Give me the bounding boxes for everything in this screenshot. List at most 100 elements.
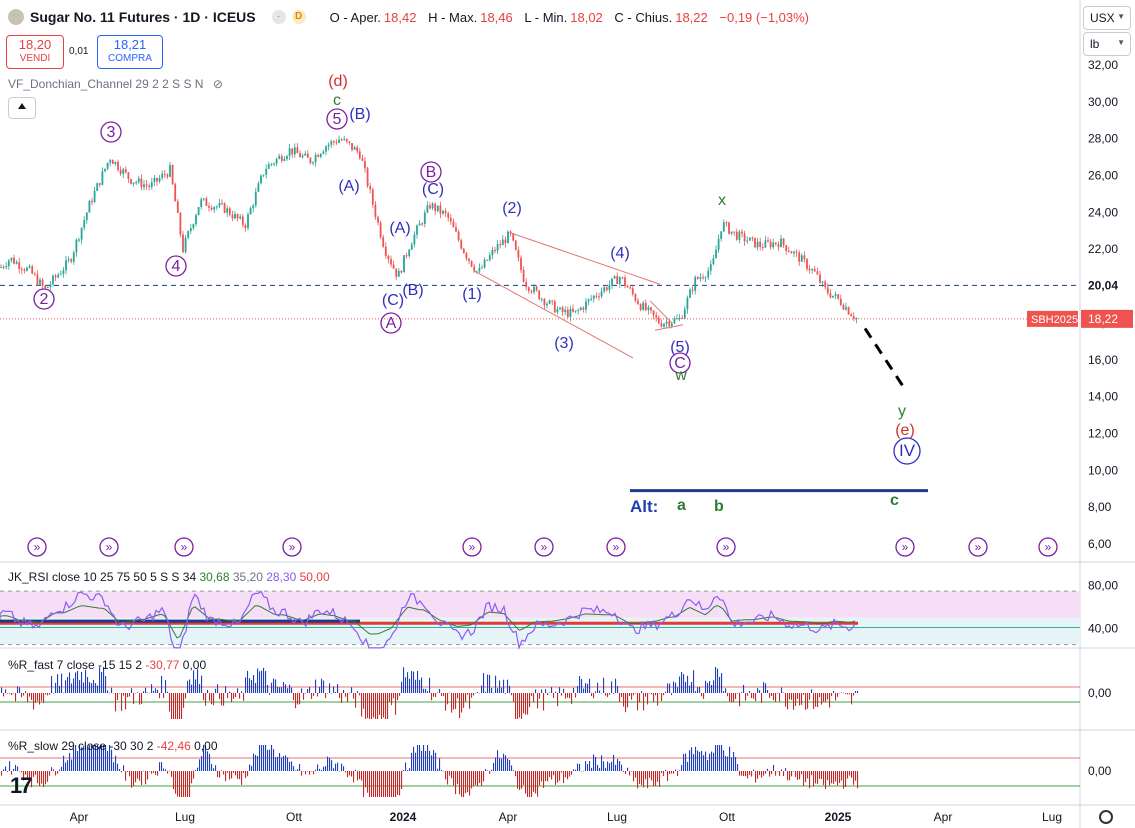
wave-label: (3) bbox=[554, 335, 574, 352]
rslow-bar bbox=[787, 771, 789, 781]
rfast-bar bbox=[261, 670, 263, 693]
rsi-name: JK_RSI close 10 25 75 50 5 S S 34 bbox=[8, 570, 197, 584]
rsi-v1: 30,68 bbox=[199, 570, 230, 584]
candle-body bbox=[704, 277, 707, 279]
rslow-bar bbox=[599, 767, 601, 771]
rslow-bar bbox=[541, 771, 543, 782]
rfast-bar bbox=[171, 693, 173, 719]
candle-body bbox=[605, 287, 608, 290]
rslow-bar bbox=[327, 756, 329, 771]
rslow-bar bbox=[85, 745, 87, 771]
candle-body bbox=[717, 238, 720, 250]
candle-body bbox=[163, 173, 166, 175]
rslow-bar bbox=[605, 767, 607, 771]
ohlc-values: O - Aper. 18,42 H - Max. 18,46 L - Min. 18,… bbox=[330, 10, 817, 25]
candle-body bbox=[145, 184, 148, 186]
candle-body bbox=[403, 255, 405, 273]
rfast-bar bbox=[101, 672, 103, 693]
rfast-bar bbox=[557, 693, 559, 707]
rslow-legend[interactable]: %R_slow 29 close -30 30 2 -42,46 0,00 bbox=[8, 739, 218, 753]
rfast-bar bbox=[483, 673, 485, 693]
rfast-bar bbox=[529, 693, 531, 708]
candle-body bbox=[39, 279, 41, 285]
rslow-bar bbox=[653, 771, 655, 787]
rslow-bar bbox=[819, 771, 821, 779]
rfast-legend[interactable]: %R_fast 7 close -15 15 2 -30,77 0,00 bbox=[8, 658, 206, 672]
rfast-bar bbox=[745, 693, 747, 701]
rslow-bar bbox=[415, 752, 417, 771]
rslow-bar bbox=[617, 759, 619, 771]
rfast-bar bbox=[737, 693, 739, 694]
delayed-badge[interactable]: D bbox=[291, 10, 306, 24]
rsi-v2: 35,20 bbox=[232, 570, 263, 584]
rfast-bar bbox=[829, 693, 831, 708]
market-status-icon[interactable]: · bbox=[271, 10, 286, 24]
sell-button[interactable]: 18,20 VENDI bbox=[6, 35, 64, 69]
rfast-v1: -30,77 bbox=[145, 658, 180, 672]
rslow-bar bbox=[345, 771, 347, 773]
candle-body bbox=[696, 277, 699, 279]
rslow-bar bbox=[545, 771, 547, 781]
rfast-bar bbox=[251, 680, 253, 693]
donchian-indicator-label[interactable]: VF_Donchian_Channel 29 2 2 S S N ⊘ bbox=[8, 77, 223, 91]
rslow-bar bbox=[705, 751, 707, 771]
rfast-tick-0: 0,00 bbox=[1088, 686, 1112, 700]
rslow-bar bbox=[95, 745, 97, 771]
collapse-legend-button[interactable] bbox=[8, 97, 36, 119]
rslow-bar bbox=[543, 771, 545, 788]
rfast-bar bbox=[93, 679, 95, 693]
rsi-legend[interactable]: JK_RSI close 10 25 75 50 5 S S 34 30,68 … bbox=[8, 570, 330, 584]
rfast-bar bbox=[507, 679, 509, 693]
rslow-bar bbox=[843, 771, 845, 789]
rslow-bar bbox=[771, 771, 773, 775]
unit-selector[interactable]: lb ▼ bbox=[1083, 32, 1131, 56]
rslow-bar bbox=[423, 745, 425, 771]
rslow-bar bbox=[161, 762, 163, 771]
rfast-bar bbox=[847, 693, 849, 695]
x-tick-label: Apr bbox=[499, 810, 518, 824]
rslow-bar bbox=[411, 752, 413, 771]
currency-selector[interactable]: USX ▼ bbox=[1083, 6, 1131, 30]
rslow-bar bbox=[331, 760, 333, 771]
candle-body bbox=[148, 185, 151, 188]
rfast-bar bbox=[103, 667, 105, 693]
rslow-bar bbox=[15, 764, 17, 771]
candle-body bbox=[777, 244, 780, 248]
candle-body bbox=[332, 141, 335, 143]
rslow-bar bbox=[339, 771, 341, 772]
candle-body bbox=[785, 245, 788, 251]
candle-body bbox=[278, 156, 281, 159]
rslow-bar bbox=[417, 745, 419, 771]
rfast-bar bbox=[129, 693, 131, 697]
wave-label: B bbox=[426, 164, 437, 181]
rfast-bar bbox=[31, 693, 33, 700]
rslow-bar bbox=[815, 771, 817, 784]
rfast-bar bbox=[57, 674, 59, 693]
wave-label: (B) bbox=[349, 106, 370, 123]
rslow-bar bbox=[275, 757, 277, 771]
rfast-bar bbox=[137, 692, 139, 693]
rslow-bar bbox=[41, 771, 43, 784]
rfast-bar bbox=[439, 688, 441, 693]
rslow-bar bbox=[233, 771, 235, 773]
symbol-title[interactable]: Sugar No. 11 Futures · 1D · ICEUS bbox=[30, 9, 256, 25]
rslow-bar bbox=[573, 769, 575, 771]
tradingview-logo[interactable]: 17 bbox=[10, 773, 33, 798]
rslow-bar bbox=[461, 771, 463, 797]
rslow-bar bbox=[627, 767, 629, 771]
rslow-bar bbox=[769, 771, 771, 777]
rfast-bar bbox=[285, 684, 287, 693]
candle-body bbox=[374, 204, 377, 218]
candle-body bbox=[0, 266, 2, 268]
hide-eye-icon[interactable]: ⊘ bbox=[212, 77, 223, 91]
rslow-bar bbox=[133, 771, 135, 786]
buy-button[interactable]: 18,21 COMPRA bbox=[97, 35, 163, 69]
rfast-bar bbox=[209, 693, 211, 701]
gear-icon[interactable] bbox=[1099, 810, 1113, 824]
rslow-bar bbox=[857, 771, 859, 789]
rfast-bar bbox=[527, 693, 529, 715]
rslow-bar bbox=[747, 771, 749, 779]
rslow-bar bbox=[125, 771, 127, 781]
candle-body bbox=[54, 275, 57, 278]
